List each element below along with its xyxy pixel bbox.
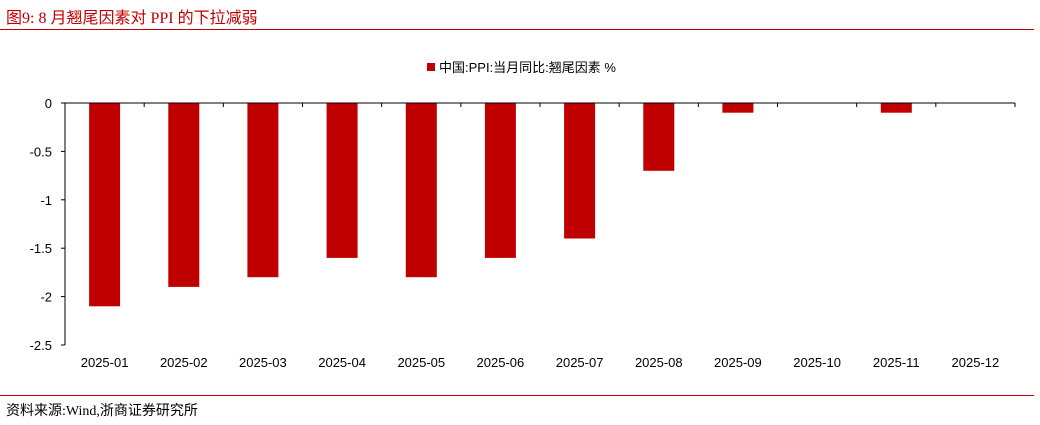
bar-2025-03 [247, 103, 279, 278]
bar-2025-11 [880, 103, 912, 113]
y-tick-label: -2.5 [30, 338, 52, 353]
x-tick-label: 2025-03 [239, 355, 287, 370]
x-tick-label: 2025-02 [160, 355, 208, 370]
y-tick-label: 0 [45, 96, 52, 111]
x-tick-label: 2025-01 [81, 355, 129, 370]
bar-2025-02 [168, 103, 200, 287]
x-tick-label: 2025-09 [714, 355, 762, 370]
y-tick-label: -0.5 [30, 144, 52, 159]
axes-group [61, 102, 1016, 346]
bar-2025-09 [722, 103, 754, 113]
legend-swatch [427, 63, 435, 71]
bars-group [89, 103, 912, 307]
title-divider [0, 29, 1034, 30]
legend-label: 中国:PPI:当月同比:翘尾因素 % [439, 60, 616, 75]
bar-2025-06 [484, 103, 516, 258]
x-tick-label: 2025-05 [397, 355, 445, 370]
x-tick-label: 2025-04 [318, 355, 366, 370]
bar-2025-08 [643, 103, 675, 171]
x-tick-label: 2025-06 [477, 355, 525, 370]
y-tick-labels: 0 -0.5 -1 -1.5 -2 -2.5 [30, 96, 52, 353]
y-tick-label: -1.5 [30, 241, 52, 256]
x-tick-label: 2025-11 [873, 355, 920, 370]
x-tick-label: 2025-10 [793, 355, 841, 370]
y-tick-label: -1 [40, 193, 52, 208]
x-tick-label: 2025-12 [952, 355, 1000, 370]
source-divider [0, 395, 1034, 396]
y-tick-label: -2 [40, 290, 52, 305]
bar-2025-04 [326, 103, 358, 258]
x-tick-label: 2025-08 [635, 355, 683, 370]
source-note: 资料来源:Wind,浙商证券研究所 [6, 404, 198, 419]
chart-legend: 中国:PPI:当月同比:翘尾因素 % [427, 60, 616, 75]
bar-2025-07 [564, 103, 596, 239]
x-tick-labels: 2025-01 2025-02 2025-03 2025-04 2025-05 2025-… [81, 355, 1000, 370]
figure-title: 图9: 8 月翘尾因素对 PPI 的下拉减弱 [6, 10, 258, 27]
x-tick-label: 2025-07 [556, 355, 604, 370]
bar-2025-01 [89, 103, 121, 307]
bar-2025-05 [405, 103, 437, 278]
